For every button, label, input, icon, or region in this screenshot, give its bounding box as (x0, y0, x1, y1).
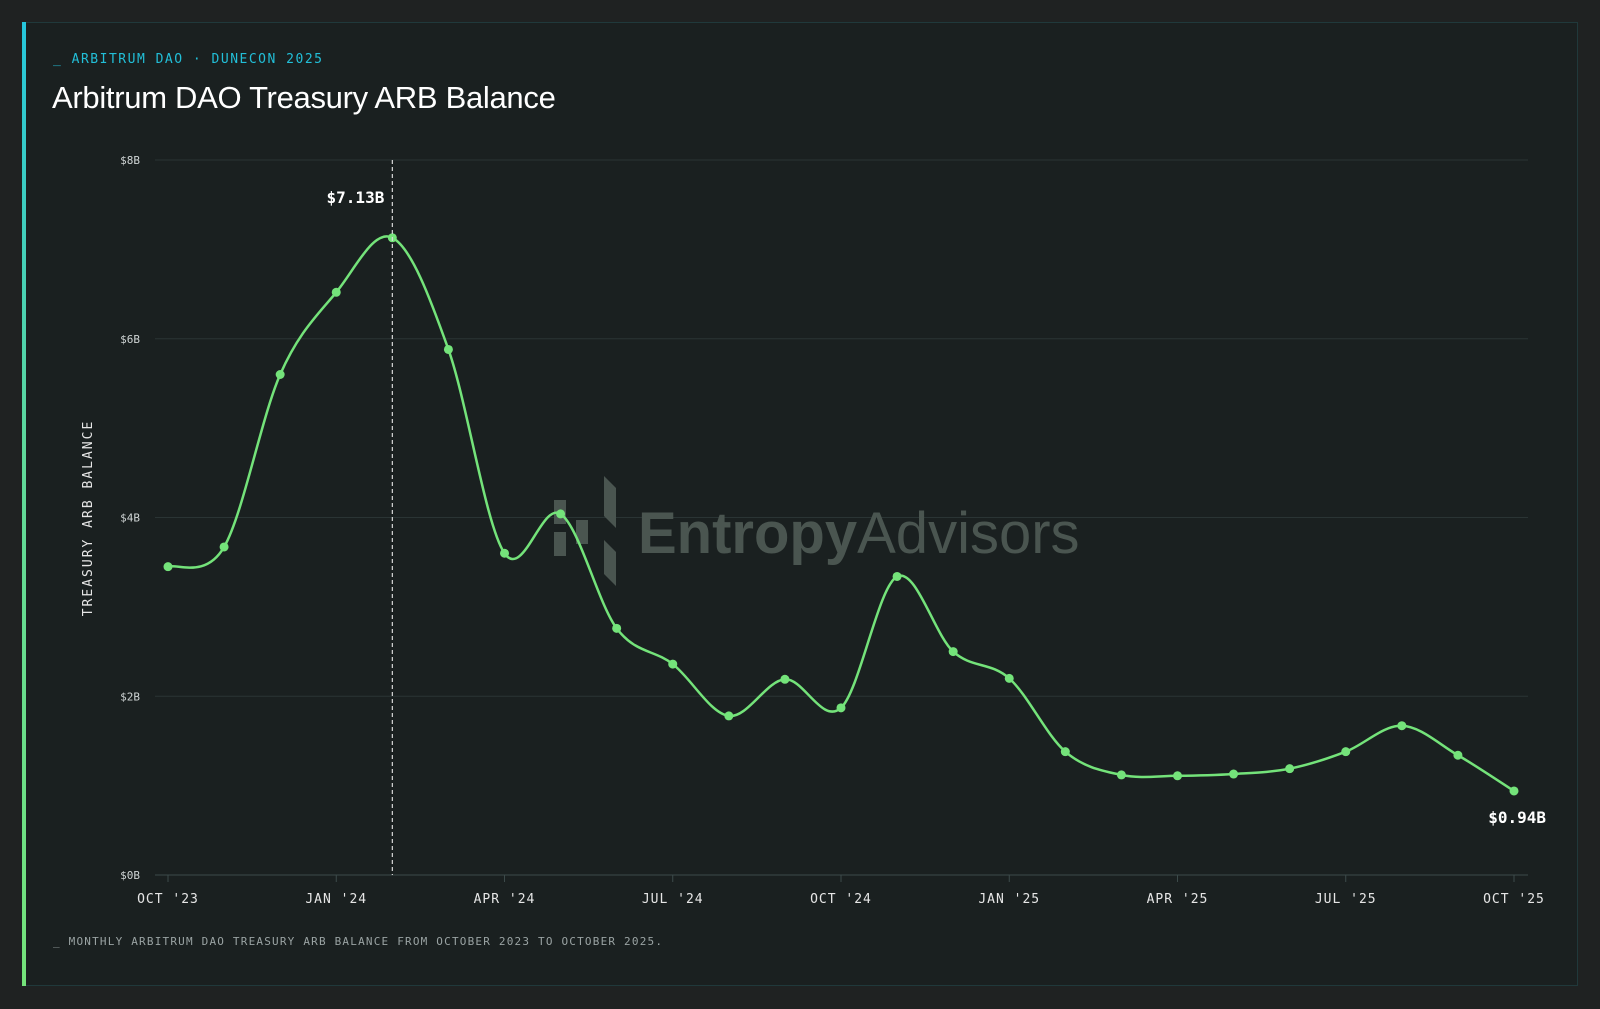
y-tick-label: $4B (120, 512, 140, 525)
data-point (556, 509, 566, 519)
data-point (612, 623, 622, 633)
y-tick-label: $6B (120, 333, 140, 346)
data-point (948, 647, 958, 657)
watermark-brand-light: Advisors (857, 501, 1079, 566)
data-point (1229, 769, 1239, 779)
y-tick-label: $0B (120, 869, 140, 882)
annotations: $7.13B $0.94B (327, 160, 1546, 875)
watermark: EntropyAdvisors (554, 476, 1080, 586)
y-axis-label: TREASURY ARB BALANCE (81, 420, 96, 617)
data-point (219, 542, 229, 552)
peak-value-label: $7.13B (327, 188, 385, 207)
data-point (836, 703, 846, 713)
x-tick-label: JAN '25 (978, 892, 1040, 907)
watermark-brand-bold: Entropy (638, 501, 857, 566)
data-point (1509, 786, 1519, 796)
y-tick-label: $2B (120, 690, 140, 703)
x-tick-label: JUL '25 (1315, 892, 1377, 907)
series-line-group (163, 233, 1519, 796)
x-tick-label: APR '24 (474, 892, 536, 907)
x-tick-label: OCT '24 (810, 892, 872, 907)
data-point (1060, 747, 1070, 757)
data-point (1004, 673, 1014, 683)
latest-value-label: $0.94B (1488, 808, 1546, 827)
data-point (668, 659, 678, 669)
data-point (1173, 771, 1182, 781)
x-tick-label: OCT '25 (1483, 892, 1545, 907)
data-point (724, 711, 734, 721)
chart-title: Arbitrum DAO Treasury ARB Balance (52, 80, 556, 115)
data-point (1397, 721, 1407, 731)
data-point (443, 344, 453, 354)
x-tick-label: APR '25 (1147, 892, 1209, 907)
x-tick-label: OCT '23 (137, 892, 199, 907)
data-point (1341, 747, 1351, 757)
data-point (892, 571, 902, 581)
footnote: _ MONTHLY ARBITRUM DAO TREASURY ARB BALA… (53, 935, 664, 948)
accent-bar (22, 22, 26, 986)
data-point (1116, 770, 1126, 780)
data-point (500, 548, 509, 558)
data-point (331, 287, 341, 297)
x-tick-label: JUL '24 (642, 892, 704, 907)
x-tick-label: JAN '24 (305, 892, 367, 907)
chart-card (22, 22, 1578, 986)
data-point (1285, 764, 1295, 774)
y-tick-label: $8B (120, 154, 140, 167)
data-point (163, 562, 173, 572)
data-point (275, 370, 285, 379)
eyebrow-label: _ ARBITRUM DAO · DUNECON 2025 (53, 52, 324, 67)
data-point (780, 674, 790, 684)
axes: $0B $2B $4B $6B $8B OCT '23 JAN '24 APR '24 JUL … (120, 154, 1545, 907)
watermark-text: EntropyAdvisors (638, 501, 1080, 566)
data-point (1453, 750, 1463, 760)
entropy-logo-icon (554, 476, 616, 586)
